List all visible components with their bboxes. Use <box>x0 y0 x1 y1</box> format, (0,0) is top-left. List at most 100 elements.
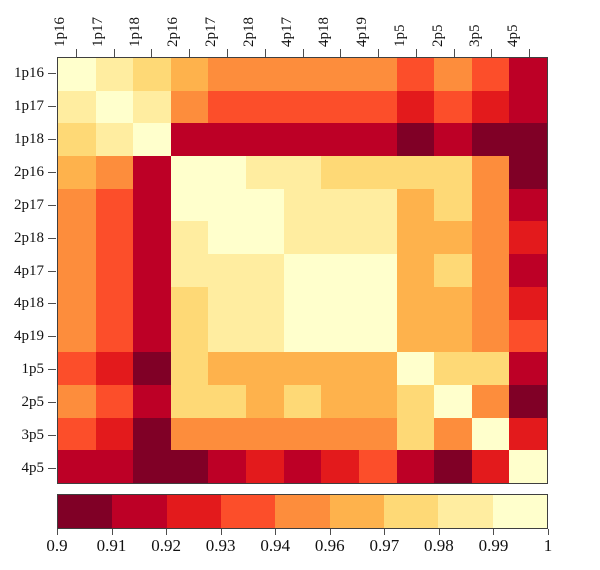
cell-1p18-1p17 <box>95 123 134 157</box>
cell-2p18-2p16 <box>170 221 209 255</box>
cell-4p17-1p17 <box>95 254 134 287</box>
col-label-1p18: 1p18 <box>127 17 144 47</box>
cell-3p5-2p18 <box>246 417 284 451</box>
row-label-1p17: 1p17 <box>14 98 44 115</box>
cell-1p5-4p18 <box>321 352 359 385</box>
legend-block-7 <box>383 495 439 528</box>
row-label-3p5: 3p5 <box>21 426 45 443</box>
left-tick-2p16 <box>48 171 56 173</box>
legend-label-0.9: 0.9 <box>46 536 68 555</box>
top-tick-3p5 <box>491 49 493 57</box>
cell-2p5-4p19 <box>358 384 397 418</box>
legend-tick-0.99 <box>493 529 495 535</box>
left-tick-2p5 <box>48 401 56 403</box>
row-label-4p19: 4p19 <box>14 328 44 345</box>
cell-1p5-2p17 <box>208 352 247 385</box>
legend-block-8 <box>438 495 493 528</box>
cell-2p5-1p18 <box>133 384 171 418</box>
cell-2p18-4p17 <box>283 221 322 255</box>
legend-tick-0.94 <box>275 529 277 535</box>
cell-1p5-1p17 <box>95 352 134 385</box>
cell-1p16-1p16 <box>58 58 96 91</box>
left-tick-1p17 <box>48 106 56 108</box>
top-tick-4p17 <box>302 49 304 57</box>
legend-tick-0.96 <box>329 529 331 535</box>
cell-4p19-4p19 <box>358 319 397 353</box>
cell-2p16-4p5 <box>509 156 547 189</box>
legend-block-5 <box>275 495 330 528</box>
cell-1p5-2p18 <box>246 352 284 385</box>
cell-2p18-1p17 <box>95 221 134 255</box>
cell-4p18-4p17 <box>283 286 322 320</box>
legend-label-0.96: 0.96 <box>314 536 345 555</box>
cell-2p5-4p5 <box>509 384 547 418</box>
row-label-4p18: 4p18 <box>14 295 44 312</box>
legend-label-0.94: 0.94 <box>260 536 291 555</box>
cell-3p5-4p19 <box>358 417 397 451</box>
cell-1p5-2p5 <box>434 352 472 385</box>
cell-4p19-1p17 <box>95 319 134 353</box>
cell-4p19-4p18 <box>321 319 359 353</box>
cell-1p18-1p16 <box>58 123 96 157</box>
cell-2p5-1p16 <box>58 384 96 418</box>
cell-2p5-1p17 <box>95 384 134 418</box>
cell-4p5-1p16 <box>58 450 96 483</box>
legend-tick-0.92 <box>166 529 168 535</box>
cell-4p19-4p5 <box>509 319 547 353</box>
cell-2p17-2p5 <box>434 188 472 222</box>
cell-3p5-1p17 <box>95 417 134 451</box>
cell-2p16-4p18 <box>321 156 359 189</box>
cell-4p19-2p17 <box>208 319 247 353</box>
left-tick-1p5 <box>48 369 56 371</box>
col-label-2p16: 2p16 <box>165 17 182 47</box>
top-tick-2p17 <box>226 49 228 57</box>
cell-4p19-2p5 <box>434 319 472 353</box>
col-label-4p17: 4p17 <box>278 17 295 47</box>
cell-2p18-4p5 <box>509 221 547 255</box>
cell-2p5-2p5 <box>434 384 472 418</box>
cell-4p18-4p5 <box>509 286 547 320</box>
cell-2p16-1p18 <box>133 156 171 189</box>
cell-1p18-1p18 <box>133 123 171 157</box>
left-tick-4p17 <box>48 270 56 272</box>
legend-tick-0.97 <box>384 529 386 535</box>
cell-3p5-2p16 <box>170 417 209 451</box>
cell-2p18-1p18 <box>133 221 171 255</box>
legend-label-0.91: 0.91 <box>96 536 127 555</box>
cell-3p5-2p5 <box>434 417 472 451</box>
cell-4p17-2p16 <box>170 254 209 287</box>
row-label-2p18: 2p18 <box>14 229 44 246</box>
cell-4p18-2p18 <box>246 286 284 320</box>
cell-4p19-2p16 <box>170 319 209 353</box>
row-label-2p17: 2p17 <box>14 196 44 213</box>
cell-1p16-2p5 <box>434 58 472 91</box>
legend-label-1: 1 <box>543 536 553 555</box>
cell-2p17-1p17 <box>95 188 134 222</box>
legend-block-1 <box>58 495 113 528</box>
cell-1p5-2p16 <box>170 352 209 385</box>
cell-1p18-2p16 <box>170 123 209 157</box>
cell-4p5-2p17 <box>208 450 247 483</box>
col-label-1p5: 1p5 <box>391 24 408 48</box>
cell-4p5-4p17 <box>283 450 322 483</box>
cell-2p18-1p5 <box>396 221 435 255</box>
legend-block-4 <box>220 495 276 528</box>
cell-3p5-2p17 <box>208 417 247 451</box>
cell-3p5-4p5 <box>509 417 547 451</box>
cell-2p16-4p17 <box>283 156 322 189</box>
cell-4p18-4p18 <box>321 286 359 320</box>
legend-label-0.98: 0.98 <box>424 536 454 555</box>
cell-4p5-4p5 <box>509 450 547 483</box>
cell-1p17-4p5 <box>509 90 547 124</box>
col-label-2p17: 2p17 <box>202 17 219 47</box>
cell-4p18-1p18 <box>133 286 171 320</box>
cell-4p18-2p5 <box>434 286 472 320</box>
cell-2p16-2p17 <box>208 156 247 189</box>
cell-1p16-2p17 <box>208 58 247 91</box>
cell-1p17-3p5 <box>471 90 510 124</box>
cell-4p5-4p19 <box>358 450 397 483</box>
cell-2p18-3p5 <box>471 221 510 255</box>
cell-1p16-4p18 <box>321 58 359 91</box>
left-tick-2p18 <box>48 237 56 239</box>
